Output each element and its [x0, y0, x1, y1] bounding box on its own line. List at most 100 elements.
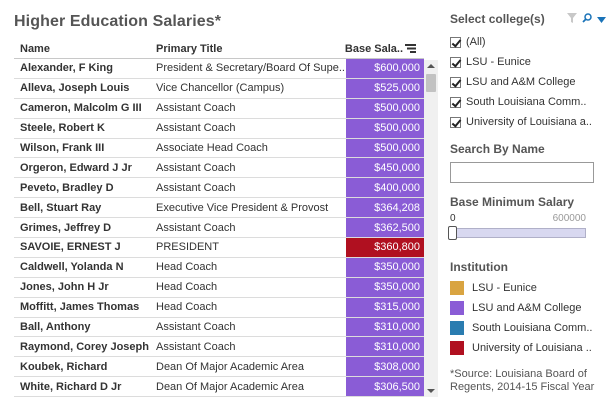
column-header-salary-label: Base Sala.. — [344, 43, 403, 55]
column-header-title[interactable]: Primary Title — [156, 43, 223, 55]
cell-salary: $350,000 — [346, 257, 424, 277]
legend-item[interactable]: LSU and A&M College — [450, 298, 606, 318]
table-row[interactable]: Alexander, F King President & Secretary/B… — [14, 59, 424, 79]
cell-salary: $360,800 — [346, 238, 424, 257]
salary-range-title: Base Minimum Salary — [450, 195, 575, 209]
college-checkbox-item[interactable]: LSU and A&M College — [450, 72, 606, 92]
table-row[interactable]: Moffitt, James Thomas Head Coach $315,000 — [14, 297, 424, 318]
scroll-down-arrow-icon[interactable] — [424, 384, 438, 397]
checkbox-checked[interactable] — [450, 96, 461, 108]
column-header-salary[interactable]: Base Sala.. — [340, 43, 418, 58]
cell-salary: $600,000 — [346, 59, 424, 78]
legend-item[interactable]: South Louisiana Comm.. — [450, 318, 606, 338]
cell-salary: $500,000 — [346, 98, 424, 118]
college-checkbox-item[interactable]: South Louisiana Comm.. — [450, 92, 606, 112]
column-header-name[interactable]: Name — [20, 43, 50, 55]
page-title: Higher Education Salaries* — [14, 13, 222, 30]
college-filter-header: Select college(s) — [450, 10, 606, 28]
table-scrollbar[interactable] — [424, 60, 438, 397]
name-search-input[interactable] — [450, 162, 594, 183]
legend-title: Institution — [450, 260, 508, 274]
table-header: Name Primary Title Base Sala.. — [14, 40, 440, 58]
checkbox-label: LSU - Eunice — [466, 56, 531, 68]
cell-salary: $310,000 — [346, 337, 424, 357]
search-icon[interactable] — [582, 10, 592, 28]
table-row[interactable]: Peveto, Bradley D Assistant Coach $400,000 — [14, 178, 424, 199]
table-row[interactable]: Wilson, Frank III Associate Head Coach $50… — [14, 138, 424, 159]
checkbox-checked[interactable] — [450, 36, 461, 48]
legend-swatch — [450, 321, 464, 335]
cell-name: Caldwell, Yolanda N — [20, 261, 124, 274]
cell-salary: $306,500 — [346, 377, 424, 397]
legend-item[interactable]: LSU - Eunice — [450, 278, 606, 298]
cell-salary: $315,000 — [346, 297, 424, 317]
checkbox-label: LSU and A&M College — [466, 76, 576, 88]
cell-title: Associate Head Coach — [156, 142, 268, 154]
college-checkbox-item[interactable]: University of Louisiana a.. — [450, 112, 606, 132]
salary-range-labels: 0 600000 — [450, 213, 586, 224]
legend-label: LSU - Eunice — [472, 282, 537, 294]
legend-swatch — [450, 281, 464, 295]
cell-title: Assistant Coach — [156, 340, 236, 353]
legend-label: University of Louisiana .. — [472, 342, 592, 354]
college-checkbox-item[interactable]: LSU - Eunice — [450, 52, 606, 72]
legend-swatch — [450, 301, 464, 315]
salary-slider[interactable] — [448, 226, 586, 240]
range-max-label: 600000 — [552, 213, 586, 224]
cell-title: President & Secretary/Board Of Supe.. — [156, 62, 345, 75]
checkbox-label: South Louisiana Comm.. — [466, 96, 587, 108]
scroll-thumb[interactable] — [426, 74, 436, 92]
cell-salary: $364,208 — [346, 198, 424, 218]
search-title: Search By Name — [450, 142, 545, 156]
cell-name: Moffitt, James Thomas — [20, 301, 140, 314]
cell-salary: $310,000 — [346, 317, 424, 337]
checkbox-checked[interactable] — [450, 116, 461, 128]
cell-name: Koubek, Richard — [20, 360, 108, 373]
table-row[interactable]: White, Richard D Jr Dean Of Major Academi… — [14, 377, 424, 398]
cell-title: Assistant Coach — [156, 102, 236, 115]
scroll-up-arrow-icon[interactable] — [424, 60, 438, 73]
table-row[interactable]: Koubek, Richard Dean Of Major Academic Ar… — [14, 357, 424, 378]
dropdown-arrow-icon[interactable] — [597, 10, 606, 28]
cell-name: Peveto, Bradley D — [20, 181, 114, 194]
checkbox-checked[interactable] — [450, 76, 461, 88]
table-row[interactable]: Steele, Robert K Assistant Coach $500,000 — [14, 118, 424, 139]
funnel-clear-icon[interactable] — [567, 10, 577, 28]
cell-salary: $450,000 — [346, 158, 424, 178]
table-row[interactable]: Caldwell, Yolanda N Head Coach $350,000 — [14, 257, 424, 278]
table-row[interactable]: Raymond, Corey Joseph Assistant Coach $310… — [14, 337, 424, 358]
table-row[interactable]: SAVOIE, ERNEST J PRESIDENT $360,800 — [14, 238, 424, 258]
institution-legend: LSU - Eunice LSU and A&M College South Lou… — [450, 278, 606, 358]
cell-title: Head Coach — [156, 261, 218, 274]
cell-salary: $308,000 — [346, 357, 424, 377]
side-panel: Select college(s) (All) LSU - Eunice LSU a… — [448, 10, 606, 393]
table-row[interactable]: Orgeron, Edward J Jr Assistant Coach $450,… — [14, 158, 424, 179]
range-min-label: 0 — [450, 213, 456, 224]
table-row[interactable]: Alleva, Joseph Louis Vice Chancellor (Cam… — [14, 78, 424, 99]
cell-salary: $350,000 — [346, 277, 424, 297]
cell-title: Dean Of Major Academic Area — [156, 380, 304, 393]
source-note: *Source: Louisiana Board of Regents, 201… — [450, 368, 595, 393]
table-row[interactable]: Ball, Anthony Assistant Coach $310,000 — [14, 317, 424, 338]
checkbox-label: University of Louisiana a.. — [466, 116, 592, 128]
cell-name: Jones, John H Jr — [20, 281, 109, 294]
cell-title: Assistant Coach — [156, 122, 236, 135]
table-row[interactable]: Grimes, Jeffrey D Assistant Coach $362,500 — [14, 218, 424, 239]
filter-tools — [567, 10, 606, 28]
sort-descending-icon[interactable] — [405, 44, 416, 53]
cell-title: Vice Chancellor (Campus) — [156, 82, 285, 95]
cell-name: Cameron, Malcolm G III — [20, 102, 142, 115]
cell-name: Steele, Robert K — [20, 122, 105, 135]
table-row[interactable]: Jones, John H Jr Head Coach $350,000 — [14, 277, 424, 298]
college-checkbox-item[interactable]: (All) — [450, 32, 606, 52]
legend-item[interactable]: University of Louisiana .. — [450, 338, 606, 358]
checkbox-checked[interactable] — [450, 56, 461, 68]
cell-title: Head Coach — [156, 281, 218, 294]
cell-name: White, Richard D Jr — [20, 380, 122, 393]
cell-name: Grimes, Jeffrey D — [20, 221, 112, 234]
cell-name: Alleva, Joseph Louis — [20, 82, 130, 95]
table-row[interactable]: Bell, Stuart Ray Executive Vice President… — [14, 198, 424, 219]
salary-slider-thumb[interactable] — [448, 226, 457, 240]
college-checklist: (All) LSU - Eunice LSU and A&M College Sout… — [450, 32, 606, 132]
table-row[interactable]: Cameron, Malcolm G III Assistant Coach $50… — [14, 98, 424, 119]
